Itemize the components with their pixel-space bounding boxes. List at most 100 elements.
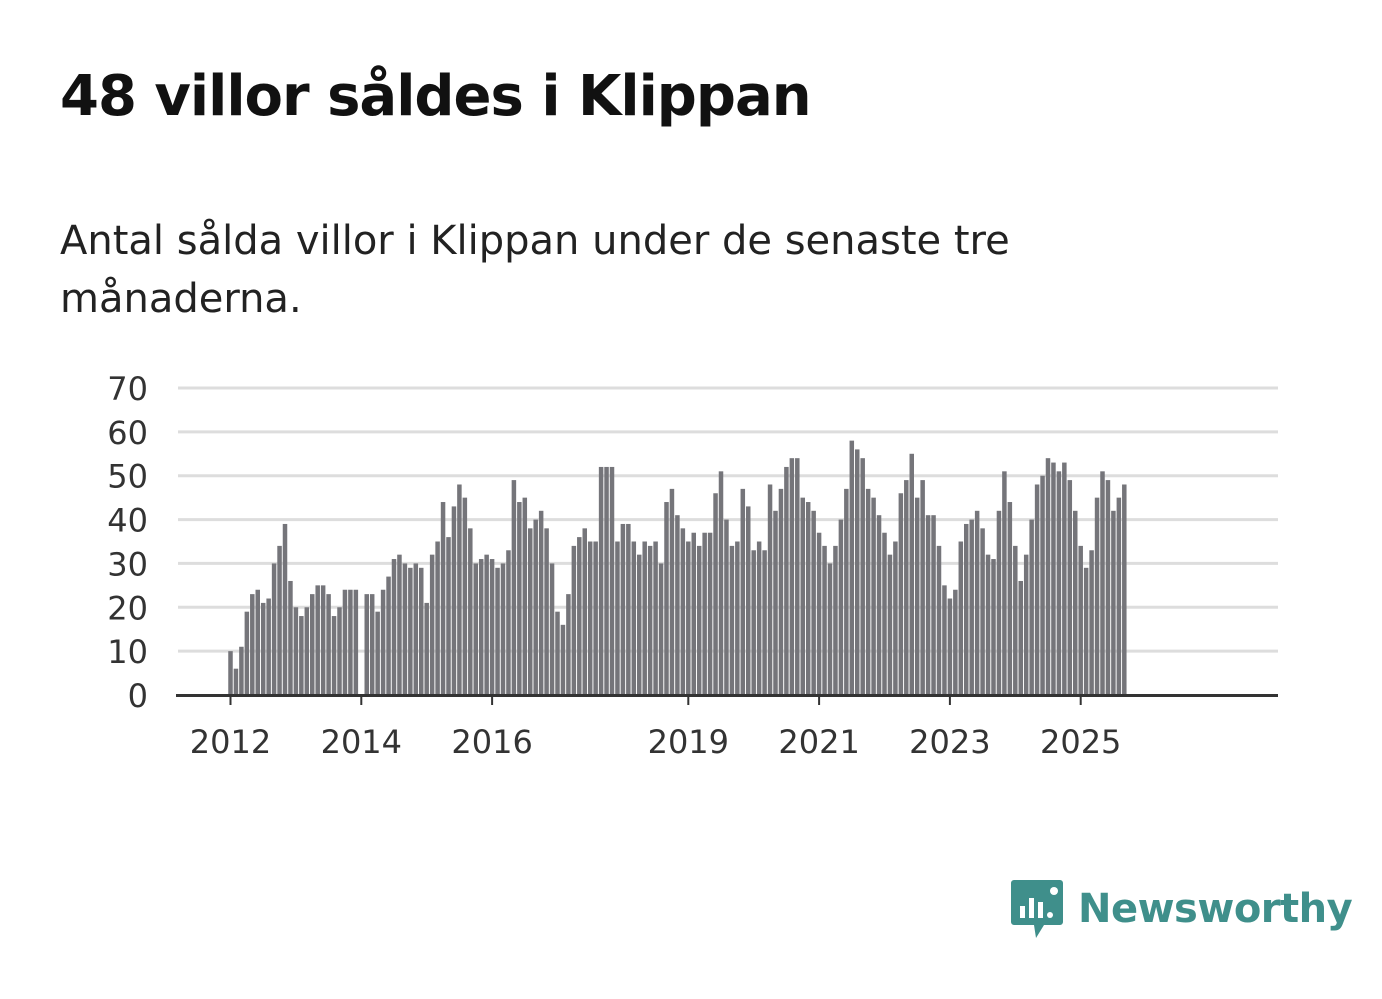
bar [784, 466, 789, 695]
bar [1116, 497, 1122, 695]
bar [315, 585, 320, 695]
bar [702, 532, 707, 695]
y-tick-label: 30 [107, 545, 148, 583]
bar [369, 594, 375, 695]
bar [707, 532, 713, 695]
bar [1094, 497, 1100, 695]
bar [647, 545, 653, 695]
bar [925, 515, 931, 695]
bar [364, 594, 369, 695]
bar [587, 541, 593, 695]
bar [1067, 480, 1073, 695]
bar [718, 471, 724, 695]
bar [342, 589, 348, 695]
bar [920, 480, 925, 695]
bar [549, 563, 555, 695]
bar [604, 466, 609, 695]
bar [337, 607, 342, 695]
x-tick-label: 2021 [778, 723, 859, 761]
bar [233, 668, 239, 695]
bar [1078, 545, 1083, 695]
bar [1105, 480, 1111, 695]
bar [402, 563, 408, 695]
bar [293, 607, 299, 695]
bar [735, 541, 740, 695]
bar [1029, 519, 1034, 695]
brand-name: Newsworthy [1078, 886, 1353, 932]
bar [451, 506, 457, 695]
bar [310, 594, 315, 695]
bar [996, 510, 1002, 695]
bar [1007, 502, 1013, 695]
bar [669, 488, 675, 695]
bar [397, 554, 402, 695]
bar [849, 440, 855, 695]
bar [882, 532, 887, 695]
bar [795, 458, 800, 695]
x-tick-label: 2019 [648, 723, 729, 761]
bar [860, 458, 865, 695]
bar [391, 559, 397, 695]
bar [642, 541, 647, 695]
bar [511, 480, 517, 695]
bar-chart: 0 10 20 30 40 50 60 70 2012 2014 2016 2019 2021 2023… [107, 370, 1278, 761]
bar [620, 523, 626, 695]
bar [1100, 471, 1105, 695]
bar [936, 545, 942, 695]
bar [789, 458, 795, 695]
bar [991, 559, 996, 695]
bar [964, 523, 969, 695]
bar [489, 559, 495, 695]
bar [440, 502, 446, 695]
bar [419, 567, 424, 695]
bar [827, 563, 833, 695]
chart-title: 48 villor såldes i Klippan [60, 64, 812, 129]
bar [767, 484, 773, 695]
bar [615, 541, 620, 695]
bar [855, 449, 860, 695]
bar [577, 537, 582, 695]
bar [865, 488, 871, 695]
bar [686, 541, 691, 695]
bar [746, 506, 751, 695]
bar [696, 545, 702, 695]
bar [1122, 484, 1127, 695]
bar [266, 598, 271, 695]
bar [457, 484, 462, 695]
x-tick-label: 2016 [451, 723, 532, 761]
bar [538, 510, 544, 695]
bar [320, 585, 326, 695]
newsworthy-logo: Newsworthy [1010, 878, 1353, 940]
bar [446, 537, 451, 695]
bar [473, 563, 478, 695]
bar [1045, 458, 1051, 695]
bar [969, 519, 974, 695]
bar [435, 541, 440, 695]
bar [255, 589, 260, 695]
bar [555, 611, 560, 695]
bar [500, 563, 506, 695]
bar [517, 502, 522, 695]
bar [871, 497, 876, 695]
bar [724, 519, 729, 695]
bar [980, 528, 985, 695]
bar [1073, 510, 1078, 695]
bar [756, 541, 762, 695]
bar [985, 554, 991, 695]
bar [816, 532, 822, 695]
bar [571, 545, 577, 695]
bar [844, 488, 849, 695]
bar [909, 453, 914, 695]
chart-subtitle: Antal sålda villor i Klippan under de se… [60, 218, 1010, 322]
bar [1023, 554, 1029, 695]
bar [1002, 471, 1007, 695]
bar [675, 515, 680, 695]
bar [271, 563, 277, 695]
bar [408, 567, 413, 695]
bar [953, 589, 958, 695]
newsworthy-logo-icon [1011, 880, 1063, 938]
bar [1111, 510, 1116, 695]
bar [942, 585, 947, 695]
bar [1034, 484, 1040, 695]
bar [893, 541, 898, 695]
